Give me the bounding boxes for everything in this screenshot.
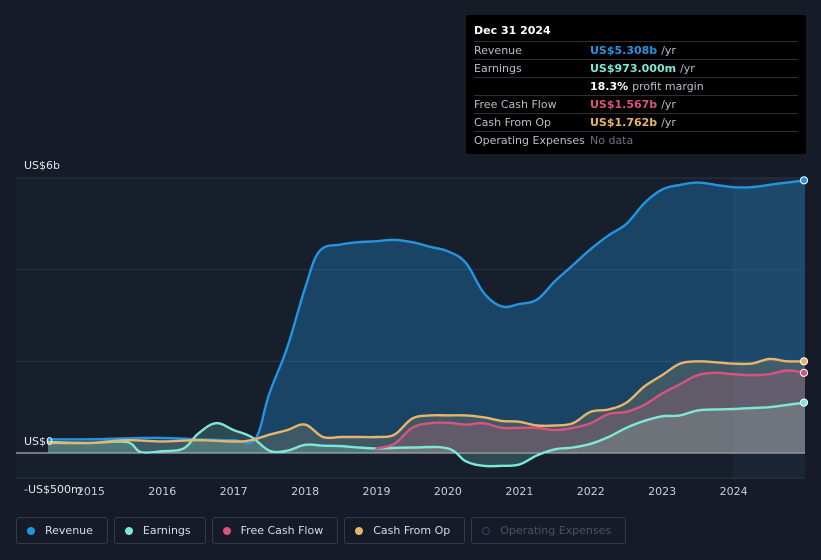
y-tick-label: US$0 [24,435,53,448]
tooltip-unit: profit margin [632,80,704,93]
tooltip-row: Operating Expenses No data [474,132,798,149]
tooltip-value: No data [590,134,634,147]
x-tick-label: 2022 [577,485,605,498]
endpoint-revenue[interactable] [799,176,809,185]
forecast-region [733,178,805,479]
legend-dot-icon [124,526,133,535]
x-tick-label: 2019 [363,485,391,498]
x-tick-label: 2024 [720,485,748,498]
legend-item-free-cash-flow[interactable]: Free Cash Flow [211,517,339,544]
tooltip-unit: /yr [661,44,676,57]
endpoint-cash-from-op[interactable] [799,357,809,366]
area-revenue [48,180,805,454]
x-tick-label: 2017 [220,485,248,498]
legend-label: Free Cash Flow [240,524,324,537]
legend-item-cash-from-op[interactable]: Cash From Op [344,517,466,544]
tooltip-value: US$1.762b [590,116,658,129]
legend-label: Earnings [142,524,191,537]
area-cash-from-op [48,358,805,453]
line-cash-from-op [46,357,807,445]
tooltip-value: US$1.567b [590,98,658,111]
x-axis: 2015 2016 2017 2018 2019 2020 2021 2022 2023 2024 [77,485,748,498]
tooltip-unit: /yr [661,98,676,111]
y-tick-label: US$6b [24,159,60,172]
x-tick-label: 2020 [434,485,462,498]
line-free-cash-flow [375,369,807,450]
tooltip-label: Earnings [474,62,522,75]
tooltip-label: Operating Expenses [474,134,585,147]
legend-item-operating-expenses[interactable]: Operating Expenses [471,517,627,544]
y-tick-label: -US$500m [24,483,82,496]
legend-label: Cash From Op [373,524,451,537]
series-endpoints [799,176,809,407]
legend-item-earnings[interactable]: Earnings [113,517,206,544]
line-earnings [46,401,807,468]
area-earnings [48,402,805,467]
legend-dot-icon [355,526,364,535]
legend-label: Revenue [45,524,93,537]
x-tick-label: 2021 [505,485,533,498]
legend-item-revenue[interactable]: Revenue [16,517,108,544]
y-axis: US$6b US$0 -US$500m [24,159,82,496]
tooltip-value: US$973.000m [590,62,677,75]
legend: Revenue Earnings Free Cash Flow Cash From O… [16,517,627,544]
tooltip-label: Cash From Op [474,116,552,129]
tooltip: Dec 31 2024 Revenue US$5.308b/yr Earnings U… [466,15,806,154]
tooltip-unit: /yr [680,62,695,75]
tooltip-label: Revenue [474,44,522,57]
tooltip-row: Earnings US$973.000m/yr [474,60,798,78]
legend-dot-icon [222,526,231,535]
x-tick-label: 2018 [291,485,319,498]
legend-dot-icon [482,526,491,535]
series-lines [46,179,807,468]
tooltip-label: Free Cash Flow [474,98,557,111]
tooltip-row: Free Cash Flow US$1.567b/yr [474,96,798,114]
area-fills [48,180,805,467]
tooltip-date: Dec 31 2024 [474,21,798,42]
x-tick-label: 2023 [648,485,676,498]
endpoint-earnings[interactable] [799,398,809,407]
x-tick-label: 2016 [148,485,176,498]
legend-dot-icon [27,526,35,535]
area-free-cash-flow [376,370,805,453]
x-tick-label: 2015 [77,485,105,498]
tooltip-label [474,78,590,95]
tooltip-unit: /yr [661,116,676,129]
tooltip-value: US$5.308b [590,44,658,57]
legend-label: Operating Expenses [500,524,612,537]
tooltip-row: 18.3% profit margin [474,78,798,96]
line-revenue [46,179,807,445]
endpoint-free-cash-flow[interactable] [799,368,809,377]
tooltip-row: Cash From Op US$1.762b/yr [474,114,798,132]
tooltip-row: Revenue US$5.308b/yr [474,42,798,60]
tooltip-value: 18.3% [590,80,629,93]
